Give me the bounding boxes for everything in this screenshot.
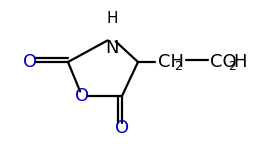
Text: H: H bbox=[106, 11, 118, 26]
Text: O: O bbox=[75, 87, 89, 105]
Text: O: O bbox=[115, 119, 129, 137]
Text: O: O bbox=[23, 53, 37, 71]
Text: 2: 2 bbox=[228, 60, 236, 73]
Text: CO: CO bbox=[210, 53, 237, 71]
Text: N: N bbox=[105, 39, 119, 57]
Text: CH: CH bbox=[158, 53, 184, 71]
Text: H: H bbox=[233, 53, 247, 71]
Text: 2: 2 bbox=[174, 60, 182, 73]
